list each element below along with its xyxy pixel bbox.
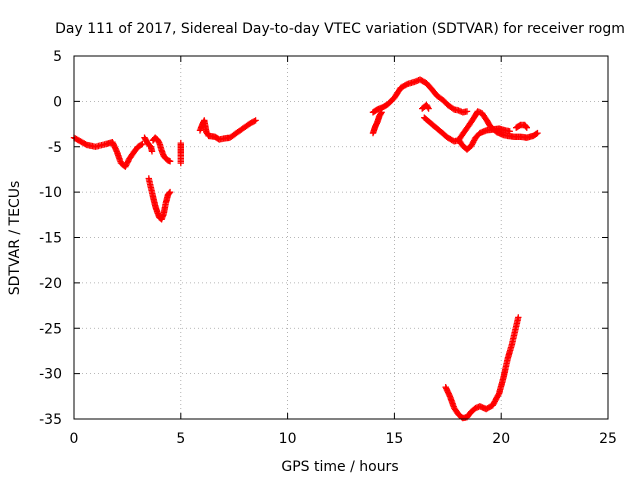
x-tick-label: 25 bbox=[599, 431, 617, 447]
y-tick-label: 5 bbox=[53, 49, 62, 65]
x-axis-label: GPS time / hours bbox=[281, 459, 398, 475]
y-tick-label: -5 bbox=[48, 140, 62, 156]
data-point bbox=[166, 188, 174, 196]
data-point bbox=[425, 105, 432, 112]
data-point bbox=[515, 314, 522, 321]
data-point bbox=[533, 130, 540, 137]
x-tick-label: 0 bbox=[70, 431, 79, 447]
chart-title: Day 111 of 2017, Sidereal Day-to-day VTE… bbox=[55, 21, 625, 37]
axes bbox=[73, 55, 609, 420]
y-tick-label: -20 bbox=[39, 276, 62, 292]
data-point bbox=[148, 148, 156, 155]
grid-lines bbox=[74, 56, 608, 419]
data-point bbox=[463, 108, 471, 115]
x-tick-label: 20 bbox=[492, 431, 510, 447]
data-point bbox=[251, 118, 258, 125]
y-tick-label: -35 bbox=[39, 412, 62, 428]
data-point bbox=[124, 158, 132, 165]
data-point bbox=[523, 124, 530, 131]
x-tick-label: 10 bbox=[279, 431, 297, 447]
data-point bbox=[377, 110, 385, 117]
data-point bbox=[506, 128, 513, 135]
data-point bbox=[138, 141, 145, 148]
data-point bbox=[139, 140, 146, 148]
data-point bbox=[122, 162, 130, 169]
y-tick-label: -15 bbox=[39, 231, 62, 247]
data-point bbox=[252, 117, 259, 124]
data-point bbox=[177, 159, 184, 167]
x-tick-label: 5 bbox=[176, 431, 185, 447]
y-tick-label: -25 bbox=[39, 321, 62, 337]
data-point bbox=[534, 129, 541, 137]
y-tick-label: -30 bbox=[39, 367, 62, 383]
data-point bbox=[424, 104, 432, 111]
tick-labels: 0 5 10 15 20 25 5 0 -5 -10 -15 -20 -25 -30 -35 bbox=[39, 49, 617, 447]
data-points bbox=[70, 76, 541, 422]
data-point bbox=[166, 189, 173, 197]
y-tick-label: -10 bbox=[39, 185, 62, 201]
data-point bbox=[166, 158, 174, 165]
y-tick-label: 0 bbox=[53, 94, 62, 110]
data-point bbox=[455, 107, 462, 114]
y-axis-label: SDTVAR / TECUs bbox=[7, 181, 23, 296]
x-tick-label: 15 bbox=[385, 431, 403, 447]
data-point bbox=[522, 123, 530, 130]
